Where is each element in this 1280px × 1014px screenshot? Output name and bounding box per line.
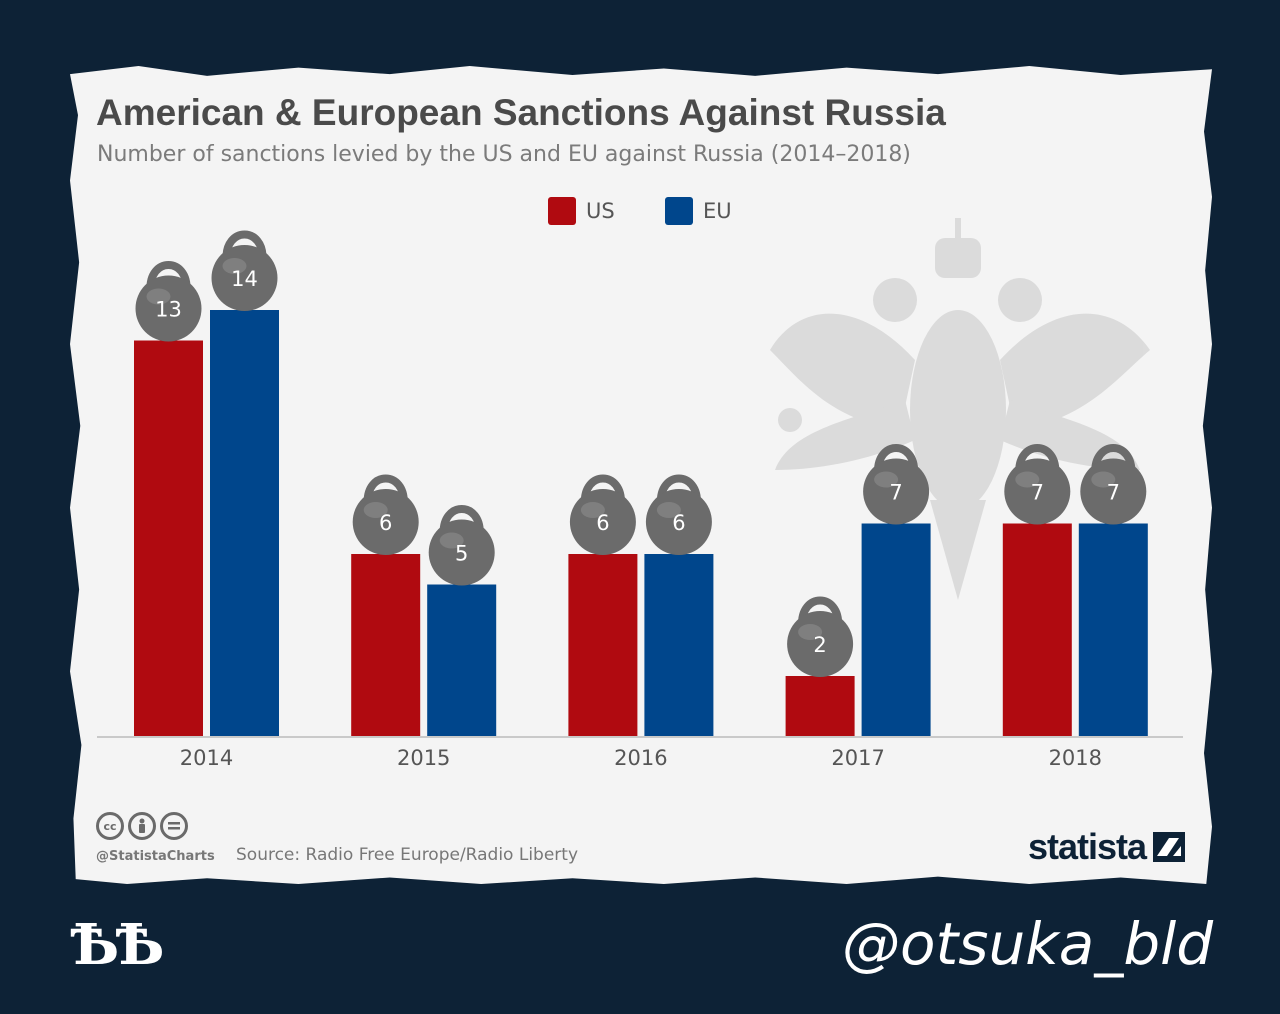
data-label-eu-2014: 14 bbox=[231, 267, 258, 291]
corner-logo: ѢѢ bbox=[70, 912, 165, 978]
double-headed-eagle-icon bbox=[770, 218, 1150, 600]
statista-logo: statista bbox=[1028, 826, 1147, 867]
data-label-us-2017: 2 bbox=[813, 633, 826, 657]
bar-eu-2014 bbox=[210, 310, 279, 737]
data-label-us-2015: 6 bbox=[379, 511, 392, 535]
legend-item-eu: EU bbox=[665, 197, 732, 225]
legend-swatch-eu bbox=[665, 197, 693, 225]
attribution-icon bbox=[128, 812, 156, 840]
no-derivatives-icon bbox=[160, 812, 188, 840]
bar-us-2015 bbox=[351, 554, 421, 737]
data-label-us-2014: 13 bbox=[155, 298, 182, 322]
statista-mark-icon bbox=[1153, 832, 1185, 862]
x-tick-label-2018: 2018 bbox=[1049, 746, 1102, 770]
data-label-eu-2018: 7 bbox=[1107, 481, 1120, 505]
kettlebell-label-us-2015: 6 bbox=[352, 474, 419, 555]
chart-title: American & European Sanctions Against Ru… bbox=[96, 92, 946, 133]
signature-handle: @otsuka_bld bbox=[842, 910, 1214, 978]
bar-eu-2017 bbox=[861, 523, 931, 737]
kettlebell-label-us-2018: 7 bbox=[1004, 444, 1071, 525]
x-tick-label-2016: 2016 bbox=[614, 746, 667, 770]
data-label-eu-2015: 5 bbox=[455, 542, 468, 566]
legend-label-us: US bbox=[586, 199, 615, 223]
footer-source: Source: Radio Free Europe/Radio Liberty bbox=[236, 845, 579, 865]
kettlebell-label-eu-2014: 14 bbox=[211, 230, 278, 311]
bar-us-2018 bbox=[1002, 523, 1072, 737]
legend-item-us: US bbox=[548, 197, 615, 225]
kettlebell-label-eu-2017: 7 bbox=[863, 444, 930, 525]
bar-us-2014 bbox=[134, 340, 203, 737]
cc-icon: cc bbox=[96, 812, 124, 840]
data-label-eu-2016: 6 bbox=[672, 511, 685, 535]
kettlebell-label-us-2014: 13 bbox=[135, 261, 202, 342]
kettlebell-label-us-2016: 6 bbox=[569, 474, 636, 555]
kettlebell-label-us-2017: 2 bbox=[787, 596, 854, 677]
kettlebell-label-eu-2018: 7 bbox=[1080, 444, 1147, 525]
legend-swatch-us bbox=[548, 197, 576, 225]
bar-us-2017 bbox=[785, 676, 855, 737]
bar-us-2016 bbox=[568, 554, 638, 737]
footer-handle: @StatistaCharts bbox=[96, 849, 215, 864]
x-tick-label-2017: 2017 bbox=[831, 746, 884, 770]
bar-eu-2015 bbox=[427, 584, 497, 737]
kettlebell-label-eu-2016: 6 bbox=[645, 474, 712, 555]
bar-eu-2016 bbox=[644, 554, 714, 737]
data-label-us-2018: 7 bbox=[1031, 481, 1044, 505]
data-label-us-2016: 6 bbox=[596, 511, 609, 535]
data-label-eu-2017: 7 bbox=[889, 481, 902, 505]
x-tick-label-2015: 2015 bbox=[397, 746, 450, 770]
legend-label-eu: EU bbox=[703, 199, 732, 223]
x-tick-label-2014: 2014 bbox=[180, 746, 233, 770]
license-icons: cc bbox=[96, 812, 188, 840]
bar-eu-2018 bbox=[1078, 523, 1148, 737]
kettlebell-label-eu-2015: 5 bbox=[428, 505, 495, 586]
chart-subtitle: Number of sanctions levied by the US and… bbox=[97, 142, 911, 167]
